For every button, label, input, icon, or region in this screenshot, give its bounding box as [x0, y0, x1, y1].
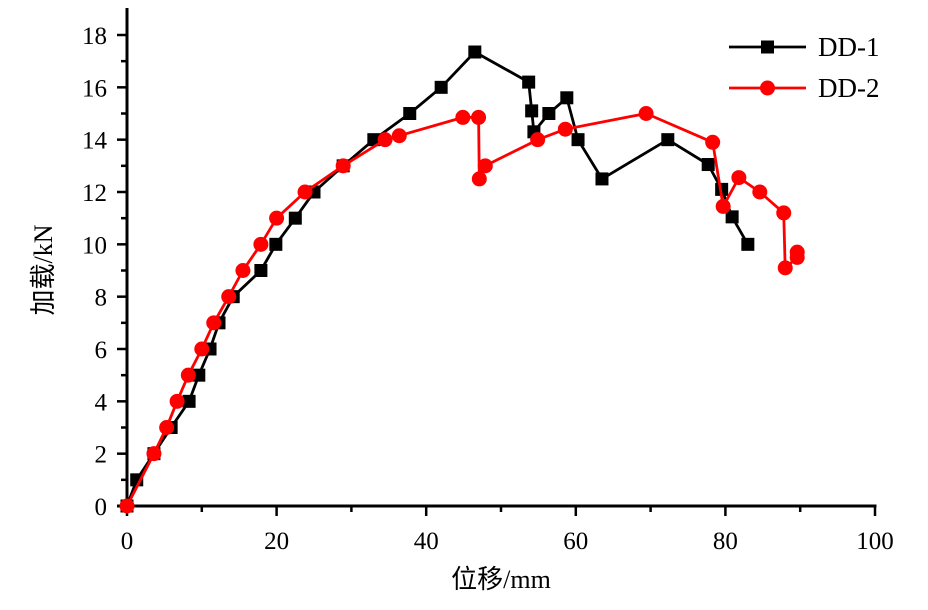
data-point	[777, 260, 793, 276]
data-point	[542, 107, 556, 120]
data-point	[119, 498, 135, 514]
data-point	[455, 109, 471, 125]
data-point	[391, 128, 407, 144]
data-point	[180, 367, 196, 383]
data-point	[367, 133, 381, 147]
data-point	[221, 289, 237, 305]
data-point	[471, 171, 487, 187]
data-point	[146, 446, 162, 462]
series-layer	[119, 45, 805, 514]
data-point	[741, 237, 755, 251]
x-tick-label: 20	[264, 528, 289, 555]
y-axis-title: 加载/kN	[29, 224, 58, 315]
y-tick-label: 2	[95, 442, 108, 469]
y-tick-label: 12	[82, 180, 107, 207]
data-point	[403, 107, 417, 120]
data-point	[377, 132, 393, 148]
legend-square-marker-icon	[761, 40, 774, 54]
y-tick-label: 8	[95, 285, 108, 312]
legend-label: DD-2	[818, 73, 880, 103]
x-ticks: 0 20 40 60 80 100	[121, 506, 894, 555]
x-tick-label: 60	[563, 528, 588, 555]
data-point	[752, 184, 768, 200]
data-point	[522, 75, 536, 89]
data-point	[288, 211, 302, 225]
data-point	[530, 132, 546, 148]
data-point	[715, 198, 731, 214]
series-dd-2	[119, 106, 805, 514]
data-point	[776, 205, 792, 221]
x-tick-label: 40	[414, 528, 439, 555]
data-point	[705, 134, 721, 150]
y-tick-label: 0	[95, 494, 108, 521]
axes: 0 20 40 60 80 100 0 2 4 6 8 10 12 14 16 18	[82, 8, 894, 555]
legend-circle-marker-icon	[760, 80, 775, 96]
data-point	[254, 264, 268, 277]
legend: DD-1 DD-2	[729, 32, 880, 103]
x-axis-title: 位移/mm	[451, 565, 551, 594]
data-point	[253, 236, 269, 252]
x-tick-label: 80	[713, 528, 738, 555]
y-ticks: 0 2 4 6 8 10 12 14 16 18	[82, 23, 127, 521]
data-point	[297, 184, 313, 200]
data-point	[468, 45, 482, 59]
x-tick-label: 100	[856, 528, 894, 555]
data-point	[731, 170, 747, 186]
x-tick-label: 0	[121, 528, 134, 555]
y-tick-label: 10	[82, 232, 107, 259]
y-tick-label: 6	[95, 337, 108, 364]
data-point	[638, 106, 654, 121]
data-point	[595, 172, 609, 186]
series-line	[125, 50, 750, 507]
data-point	[477, 158, 493, 174]
y-tick-label: 4	[95, 389, 108, 416]
data-point	[182, 394, 196, 408]
data-point	[789, 244, 805, 260]
y-tick-label: 18	[82, 23, 107, 50]
data-point	[335, 158, 351, 174]
legend-item: DD-1	[729, 32, 880, 62]
data-point	[525, 104, 539, 118]
data-point	[571, 133, 585, 147]
data-point	[169, 393, 185, 409]
data-point	[194, 341, 210, 357]
data-point	[192, 368, 206, 382]
data-point	[159, 420, 175, 435]
data-point	[557, 121, 573, 137]
data-point	[206, 315, 222, 331]
data-point	[560, 91, 574, 105]
series-dd-1	[120, 45, 755, 513]
y-tick-label: 14	[82, 128, 108, 155]
data-point	[701, 158, 715, 172]
legend-item: DD-2	[729, 73, 880, 103]
data-point	[434, 80, 448, 94]
y-tick-label: 16	[82, 75, 107, 102]
data-point	[471, 109, 487, 125]
data-point	[235, 263, 251, 278]
legend-label: DD-1	[818, 32, 880, 62]
data-point	[269, 237, 283, 251]
data-point	[661, 133, 675, 147]
data-point	[725, 210, 739, 224]
data-point	[269, 210, 285, 226]
